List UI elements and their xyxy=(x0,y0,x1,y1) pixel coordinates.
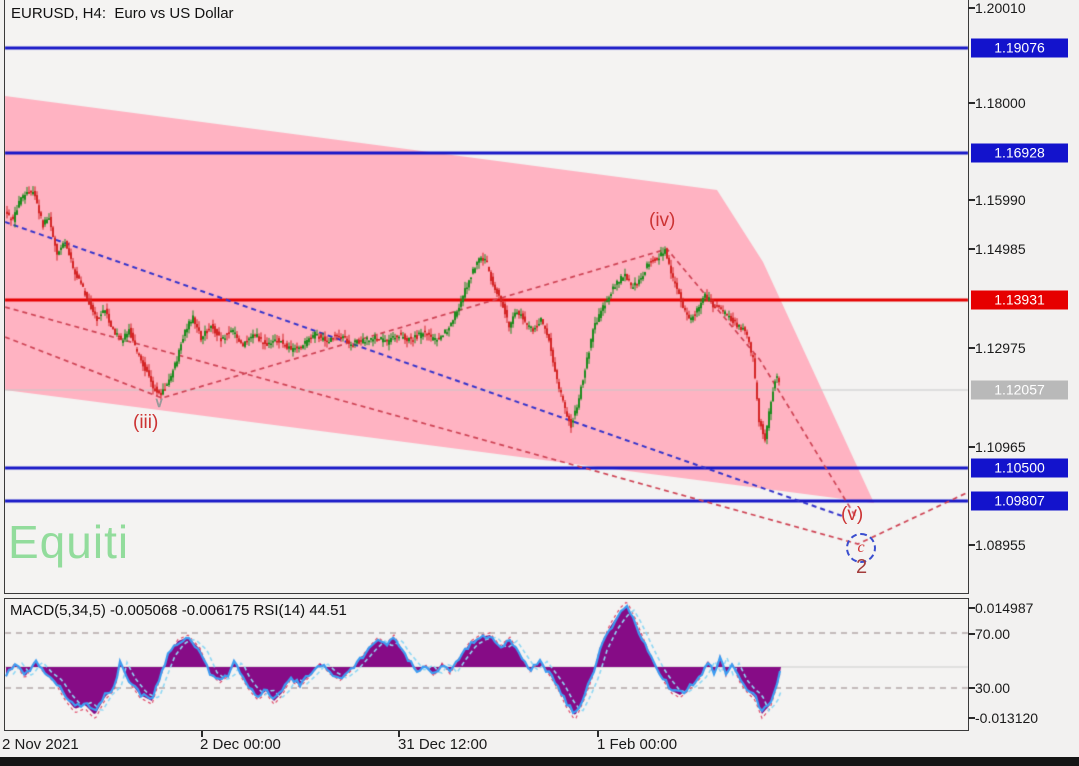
axis-tick-mark xyxy=(968,7,975,9)
price-level-tag[interactable]: 1.16928 xyxy=(971,143,1068,163)
wave-label-c-circle[interactable]: c xyxy=(846,533,876,563)
axis-tick-mark xyxy=(968,633,975,635)
indicator-values-label: MACD(5,34,5) -0.005068 -0.006175 RSI(14)… xyxy=(10,602,347,619)
time-axis-label: 1 Feb 00:00 xyxy=(597,736,678,753)
price-level-tag[interactable]: 1.19076 xyxy=(971,38,1068,58)
price-axis-tick-label: 1.20010 xyxy=(975,0,1026,16)
price-chart-panel xyxy=(4,0,969,594)
price-axis-tick-label: 70.00 xyxy=(975,626,1011,642)
price-axis-tick-label: 0.014987 xyxy=(975,600,1034,616)
chart-title: EURUSD, H4: Euro vs US Dollar xyxy=(11,5,234,22)
wave-label-v[interactable]: (v) xyxy=(841,504,864,525)
price-axis-tick-label: 1.15990 xyxy=(975,192,1026,208)
bottom-scrollbar[interactable] xyxy=(0,757,1079,766)
axis-tick-mark xyxy=(968,102,975,104)
time-axis-tick xyxy=(597,731,599,737)
time-axis-tick xyxy=(201,731,203,737)
indicator-panel xyxy=(4,598,969,731)
wave-label-c: c xyxy=(857,539,865,556)
axis-tick-mark xyxy=(968,544,975,546)
time-axis-label: 31 Dec 12:00 xyxy=(398,736,488,753)
wave-label-iv[interactable]: (iv) xyxy=(649,210,676,231)
time-axis-label: 2 Dec 00:00 xyxy=(200,736,281,753)
price-level-tag[interactable]: 1.13931 xyxy=(971,290,1068,310)
price-axis-tick-label: 1.08955 xyxy=(975,537,1026,553)
price-axis-tick-label: 1.18000 xyxy=(975,95,1026,111)
time-axis-tick xyxy=(398,731,400,737)
price-level-tag[interactable]: 1.12057 xyxy=(971,380,1068,400)
price-level-tag[interactable]: 1.10500 xyxy=(971,458,1068,478)
price-axis-tick-label: 1.14985 xyxy=(975,241,1026,257)
price-axis-tick-label: -0.013120 xyxy=(975,710,1039,726)
broker-watermark: Equiti xyxy=(8,516,130,568)
price-level-tag[interactable]: 1.09807 xyxy=(971,491,1068,511)
price-axis-tick-label: 1.10965 xyxy=(975,439,1026,455)
axis-tick-mark xyxy=(968,199,975,201)
wave-low-caret-icon: ∨ xyxy=(154,394,165,410)
time-axis-label: 2 Nov 2021 xyxy=(2,736,79,753)
wave-label-2[interactable]: 2 xyxy=(856,556,868,578)
axis-tick-mark xyxy=(968,607,975,609)
axis-tick-mark xyxy=(968,446,975,448)
axis-tick-mark xyxy=(968,687,975,689)
axis-tick-mark xyxy=(968,248,975,250)
axis-tick-mark xyxy=(968,347,975,349)
price-axis-tick-label: 1.12975 xyxy=(975,340,1026,356)
axis-tick-mark xyxy=(968,717,975,719)
price-axis-tick-label: 30.00 xyxy=(975,680,1011,696)
wave-label-iii[interactable]: (iii) xyxy=(133,412,159,433)
